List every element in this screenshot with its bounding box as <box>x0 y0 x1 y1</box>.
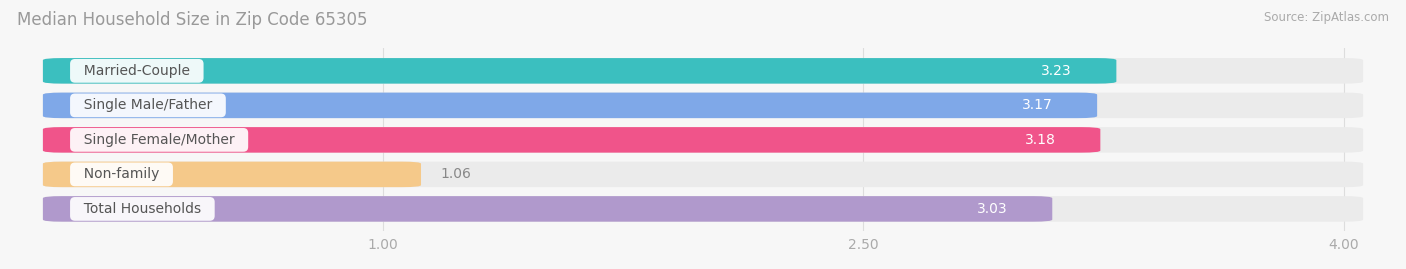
FancyBboxPatch shape <box>44 162 420 187</box>
Text: Single Female/Mother: Single Female/Mother <box>75 133 243 147</box>
Text: Married-Couple: Married-Couple <box>75 64 198 78</box>
Text: Non-family: Non-family <box>75 167 169 181</box>
Text: Source: ZipAtlas.com: Source: ZipAtlas.com <box>1264 11 1389 24</box>
Text: 1.06: 1.06 <box>440 167 471 181</box>
FancyBboxPatch shape <box>44 162 1362 187</box>
FancyBboxPatch shape <box>44 196 1362 222</box>
Text: Total Households: Total Households <box>75 202 209 216</box>
FancyBboxPatch shape <box>44 196 1052 222</box>
Text: Median Household Size in Zip Code 65305: Median Household Size in Zip Code 65305 <box>17 11 367 29</box>
FancyBboxPatch shape <box>44 127 1362 153</box>
FancyBboxPatch shape <box>44 93 1097 118</box>
FancyBboxPatch shape <box>44 127 1101 153</box>
FancyBboxPatch shape <box>44 58 1362 84</box>
Text: 3.23: 3.23 <box>1040 64 1071 78</box>
Text: 3.03: 3.03 <box>977 202 1008 216</box>
Text: 3.17: 3.17 <box>1022 98 1052 112</box>
Text: 3.18: 3.18 <box>1025 133 1056 147</box>
FancyBboxPatch shape <box>44 93 1362 118</box>
FancyBboxPatch shape <box>44 58 1116 84</box>
Text: Single Male/Father: Single Male/Father <box>75 98 221 112</box>
